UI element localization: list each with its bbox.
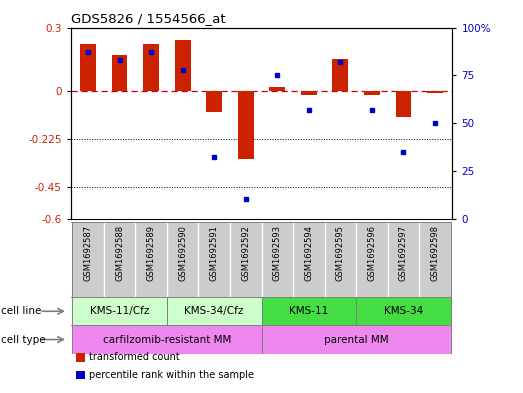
Text: parental MM: parental MM (324, 334, 389, 345)
Bar (111, 55, 128, 91)
Text: KMS-11: KMS-11 (289, 306, 328, 316)
Text: GSM1692588: GSM1692588 (115, 225, 124, 281)
Text: KMS-11/Cfz: KMS-11/Cfz (90, 306, 149, 316)
Text: cell line: cell line (1, 306, 41, 316)
Text: GSM1692597: GSM1692597 (399, 225, 408, 281)
Text: GSM1692592: GSM1692592 (241, 225, 250, 281)
Text: KMS-34/Cfz: KMS-34/Cfz (185, 306, 244, 316)
Text: GSM1692594: GSM1692594 (304, 225, 313, 281)
Bar (238, 91, 254, 159)
Text: carfilzomib-resistant MM: carfilzomib-resistant MM (103, 334, 231, 345)
Bar (175, 40, 190, 91)
Bar (301, 91, 317, 95)
Bar (143, 44, 159, 91)
Text: cell type: cell type (1, 334, 46, 345)
Bar (395, 91, 412, 117)
Text: GSM1692593: GSM1692593 (273, 225, 282, 281)
Text: GSM1692598: GSM1692598 (430, 225, 439, 281)
Text: KMS-34: KMS-34 (384, 306, 423, 316)
Bar (206, 91, 222, 112)
Text: transformed count: transformed count (89, 352, 180, 362)
Bar (427, 91, 443, 93)
Text: GDS5826 / 1554566_at: GDS5826 / 1554566_at (71, 12, 225, 25)
Text: GSM1692596: GSM1692596 (368, 225, 377, 281)
Text: GSM1692590: GSM1692590 (178, 225, 187, 281)
Text: percentile rank within the sample: percentile rank within the sample (89, 370, 254, 380)
Text: GSM1692591: GSM1692591 (210, 225, 219, 281)
Text: GSM1692589: GSM1692589 (146, 225, 155, 281)
Bar (364, 91, 380, 95)
Text: GSM1692595: GSM1692595 (336, 225, 345, 281)
Bar (80, 44, 96, 91)
Bar (269, 87, 285, 91)
Bar (333, 59, 348, 91)
Text: GSM1692587: GSM1692587 (84, 225, 93, 281)
